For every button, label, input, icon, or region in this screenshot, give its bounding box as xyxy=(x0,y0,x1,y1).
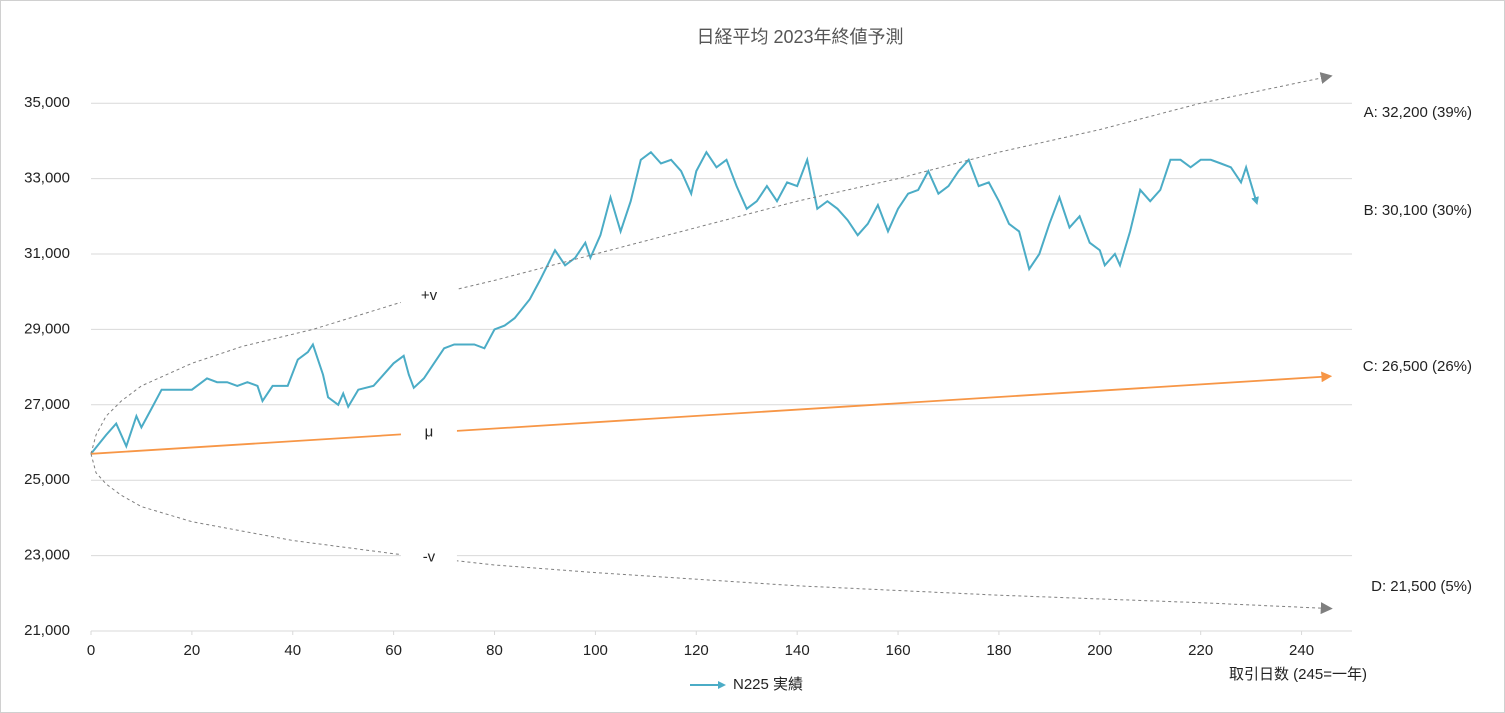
x-tick-label: 120 xyxy=(684,642,709,659)
series-label: -v xyxy=(423,549,436,566)
x-tick-label: 60 xyxy=(385,642,402,659)
x-tick-label: 180 xyxy=(986,642,1011,659)
legend-label: N225 実績 xyxy=(733,676,803,693)
annotation: A: 32,200 (39%) xyxy=(1364,104,1472,121)
series-label: μ xyxy=(425,424,434,441)
series-label-bg xyxy=(400,283,457,308)
series-label-bg xyxy=(400,545,457,570)
y-tick-label: 29,000 xyxy=(24,320,70,337)
series-label-bg xyxy=(400,420,457,445)
y-tick-label: 31,000 xyxy=(24,245,70,262)
x-tick-label: 100 xyxy=(583,642,608,659)
x-tick-label: 80 xyxy=(486,642,503,659)
x-tick-label: 140 xyxy=(785,642,810,659)
x-tick-label: 240 xyxy=(1289,642,1314,659)
x-tick-label: 220 xyxy=(1188,642,1213,659)
chart-title: 日経平均 2023年終値予測 xyxy=(696,27,903,47)
x-tick-label: 0 xyxy=(87,642,95,659)
x-tick-label: 200 xyxy=(1087,642,1112,659)
annotation: C: 26,500 (26%) xyxy=(1363,358,1472,375)
x-axis-label: 取引日数 (245=一年) xyxy=(1229,666,1367,683)
y-tick-label: 25,000 xyxy=(24,471,70,488)
series-line xyxy=(90,150,1259,455)
series-line xyxy=(90,371,1333,455)
x-tick-label: 40 xyxy=(284,642,301,659)
y-tick-label: 21,000 xyxy=(24,622,70,639)
series-label: +v xyxy=(421,287,438,304)
y-tick-label: 35,000 xyxy=(24,94,70,111)
y-tick-label: 27,000 xyxy=(24,396,70,413)
y-tick-label: 23,000 xyxy=(24,547,70,564)
annotation: D: 21,500 (5%) xyxy=(1371,578,1472,595)
x-tick-label: 160 xyxy=(886,642,911,659)
annotation: B: 30,100 (30%) xyxy=(1364,202,1472,219)
series-line xyxy=(90,453,1333,615)
x-tick-label: 20 xyxy=(184,642,201,659)
y-tick-label: 33,000 xyxy=(24,170,70,187)
